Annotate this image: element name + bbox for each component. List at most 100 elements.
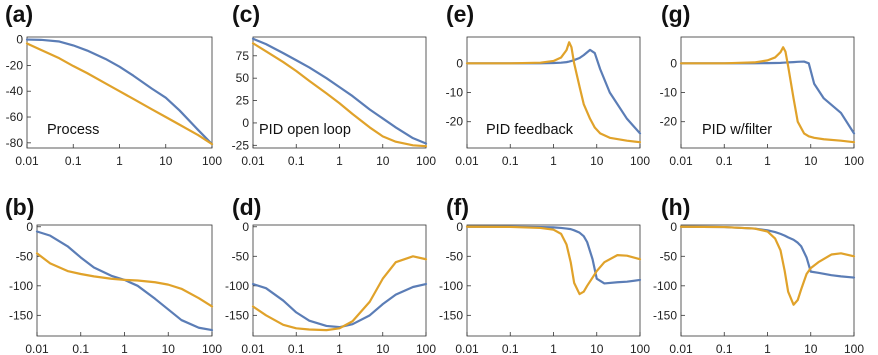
x-tick-label: 0.01 — [25, 342, 49, 355]
x-tick-label: 0.01 — [455, 342, 479, 355]
panel-letter-e: (e) — [446, 1, 474, 27]
y-tick-label: 25 — [236, 94, 250, 108]
y-tick-label: 0 — [670, 56, 677, 70]
x-tick-label: 100 — [844, 342, 864, 355]
x-tick-label: 10 — [162, 342, 176, 355]
y-tick-label: -100 — [439, 279, 463, 293]
series-line-orange — [465, 225, 642, 296]
y-tick-label: 0 — [670, 220, 677, 234]
panel-letter-h: (h) — [661, 194, 690, 220]
x-tick-label: 10 — [804, 342, 818, 355]
y-tick-label: 0 — [26, 220, 33, 234]
x-tick-label: 0.1 — [716, 342, 733, 355]
y-tick-label: -40 — [6, 84, 24, 98]
panel-b: (b) 0.01 0.1 1 10 100 0 -50 -100 -150 — [5, 194, 222, 355]
y-tick-label: -20 — [6, 58, 24, 72]
panel-caption-c: PID open loop — [259, 122, 351, 138]
panel-a: (a) 0.01 0.1 1 10 100 0 -20 -40 -60 -80 Process — [5, 1, 222, 168]
x-tick-label: 0.01 — [15, 154, 39, 168]
y-tick-label: 75 — [236, 49, 250, 63]
series-line-blue — [251, 282, 428, 329]
x-tick-label: 0.01 — [241, 154, 265, 168]
x-tick-label: 0.1 — [716, 154, 733, 168]
series-line-orange — [35, 252, 214, 308]
y-tick-label: 0 — [242, 220, 249, 234]
y-tick-label: -20 — [446, 115, 464, 129]
x-tick-label: 1 — [764, 342, 771, 355]
panel-f: (f) 0.01 0.1 1 10 100 0 -50 -100 -150 — [439, 194, 650, 355]
y-tick-label: -50 — [232, 249, 250, 263]
panel-caption-e: PID feedback — [486, 122, 574, 138]
panel-caption-g: PID w/filter — [702, 122, 772, 138]
x-tick-label: 100 — [416, 154, 436, 168]
panel-letter-a: (a) — [5, 1, 33, 27]
plot-frame — [680, 224, 855, 337]
y-tick-label: -100 — [225, 279, 249, 293]
panel-letter-b: (b) — [5, 194, 34, 220]
y-tick-label: -50 — [16, 249, 34, 263]
y-tick-label: 0 — [16, 33, 23, 47]
x-tick-label: 10 — [376, 154, 390, 168]
x-tick-label: 1 — [550, 154, 557, 168]
series-line-orange — [465, 41, 642, 144]
x-tick-label: 10 — [590, 154, 604, 168]
x-tick-label: 10 — [376, 342, 390, 355]
y-tick-label: -100 — [9, 279, 33, 293]
series-line-orange — [251, 255, 428, 332]
x-tick-label: 0.01 — [669, 154, 693, 168]
y-tick-label: -25 — [232, 138, 250, 152]
y-tick-label: -150 — [653, 308, 677, 322]
x-tick-label: 10 — [590, 342, 604, 355]
panel-letter-d: (d) — [232, 194, 261, 220]
series-line-orange — [679, 225, 856, 306]
y-tick-label: -10 — [660, 86, 678, 100]
panel-letter-f: (f) — [446, 194, 469, 220]
x-tick-label: 100 — [202, 342, 222, 355]
panel-g: (g) 0.01 0.1 1 10 100 0 -10 -20 PID w/filter — [660, 1, 865, 168]
x-tick-label: 10 — [159, 154, 173, 168]
x-tick-label: 100 — [630, 154, 650, 168]
x-tick-label: 100 — [844, 154, 864, 168]
y-tick-label: -100 — [653, 279, 677, 293]
x-tick-label: 0.1 — [288, 342, 305, 355]
y-tick-label: 0 — [456, 220, 463, 234]
y-tick-label: -50 — [660, 249, 678, 263]
x-tick-label: 1 — [336, 154, 343, 168]
series-line-blue — [465, 225, 642, 285]
series-line-orange — [251, 42, 428, 148]
x-tick-label: 0.1 — [288, 154, 305, 168]
x-tick-label: 1 — [550, 342, 557, 355]
panel-d: (d) 0.01 0.1 1 10 100 0 -50 -100 -150 — [225, 194, 436, 355]
y-tick-label: -10 — [446, 86, 464, 100]
y-tick-label: -80 — [6, 136, 24, 150]
y-tick-label: 50 — [236, 71, 250, 85]
x-tick-label: 1 — [121, 342, 128, 355]
y-tick-label: -150 — [9, 308, 33, 322]
series-line-blue — [679, 225, 856, 279]
panel-letter-c: (c) — [232, 1, 260, 27]
x-tick-label: 0.01 — [455, 154, 479, 168]
panel-h: (h) 0.01 0.1 1 10 100 0 -50 -100 -150 — [653, 194, 864, 355]
y-tick-label: -60 — [6, 110, 24, 124]
x-tick-label: 100 — [630, 342, 650, 355]
y-tick-label: -150 — [439, 308, 463, 322]
x-tick-label: 1 — [764, 154, 771, 168]
y-tick-label: -20 — [660, 115, 678, 129]
series-line-orange — [679, 46, 856, 144]
x-tick-label: 0.01 — [669, 342, 693, 355]
panel-letter-g: (g) — [661, 1, 690, 27]
y-tick-label: -50 — [446, 249, 464, 263]
x-tick-label: 0.1 — [502, 154, 519, 168]
y-tick-label: -150 — [225, 308, 249, 322]
x-tick-label: 0.1 — [502, 342, 519, 355]
series-line-orange — [25, 42, 214, 146]
x-tick-label: 1 — [336, 342, 343, 355]
panel-e: (e) 0.01 0.1 1 10 100 0 -10 -20 PID feedback — [446, 1, 651, 168]
x-tick-label: 0.01 — [241, 342, 265, 355]
plot-frame — [466, 224, 641, 337]
x-tick-label: 0.1 — [65, 154, 82, 168]
x-tick-label: 1 — [116, 154, 123, 168]
x-tick-label: 10 — [804, 154, 818, 168]
x-tick-label: 100 — [202, 154, 222, 168]
